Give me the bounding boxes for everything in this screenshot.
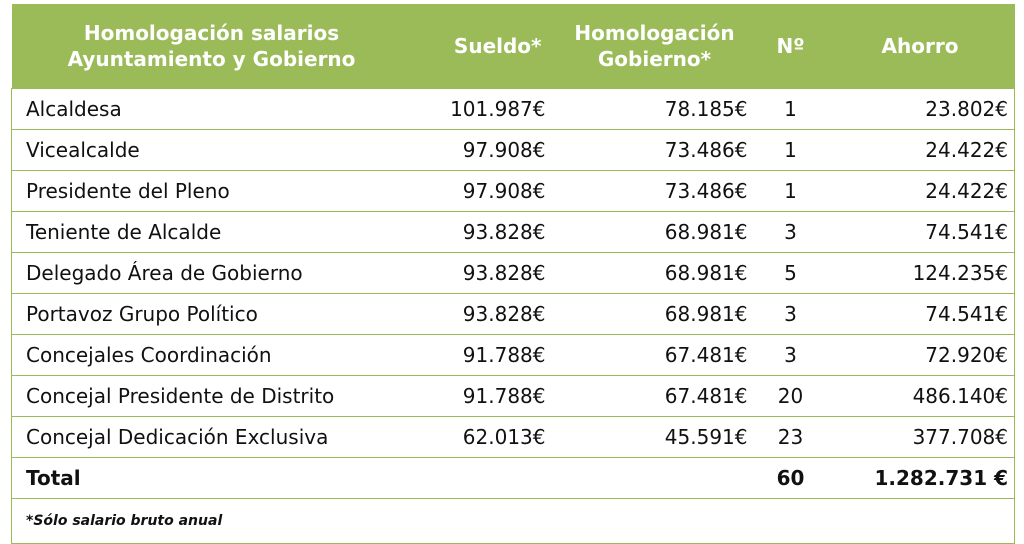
cell-numero: 5	[755, 252, 826, 294]
table-row: Alcaldesa 101.987€ 78.185€ 1 23.802€	[11, 88, 1015, 130]
total-ahorro: 1.282.731 €	[825, 457, 1015, 499]
table-row: Portavoz Grupo Político 93.828€ 68.981€ …	[11, 293, 1015, 335]
cell-category: Delegado Área de Gobierno	[11, 252, 412, 294]
cell-homologacion: 78.185€	[553, 88, 756, 130]
table-row: Teniente de Alcalde 93.828€ 68.981€ 3 74…	[11, 211, 1015, 253]
header-homologacion-line1: Homologación	[574, 21, 735, 45]
cell-sueldo: 97.908€	[411, 129, 554, 171]
table-row: Delegado Área de Gobierno 93.828€ 68.981…	[11, 252, 1015, 294]
header-ahorro: Ahorro	[825, 4, 1015, 89]
total-numero: 60	[755, 457, 826, 499]
cell-ahorro: 74.541€	[825, 293, 1015, 335]
cell-category: Concejal Dedicación Exclusiva	[11, 416, 412, 458]
cell-numero: 23	[755, 416, 826, 458]
cell-sueldo: 93.828€	[411, 252, 554, 294]
cell-category: Portavoz Grupo Político	[11, 293, 412, 335]
table-row: Concejal Presidente de Distrito 91.788€ …	[11, 375, 1015, 417]
cell-homologacion: 73.486€	[553, 129, 756, 171]
cell-homologacion: 68.981€	[553, 293, 756, 335]
cell-homologacion: 68.981€	[553, 252, 756, 294]
total-homologacion-empty	[553, 457, 756, 499]
total-sueldo-empty	[411, 457, 554, 499]
cell-homologacion: 73.486€	[553, 170, 756, 212]
cell-sueldo: 91.788€	[411, 334, 554, 376]
cell-ahorro: 486.140€	[825, 375, 1015, 417]
footnote: *Sólo salario bruto anual	[11, 498, 1015, 544]
header-category-line2: Ayuntamiento y Gobierno	[67, 47, 356, 71]
cell-category: Concejales Coordinación	[11, 334, 412, 376]
cell-ahorro: 72.920€	[825, 334, 1015, 376]
cell-sueldo: 101.987€	[411, 88, 554, 130]
cell-homologacion: 45.591€	[553, 416, 756, 458]
cell-ahorro: 24.422€	[825, 170, 1015, 212]
table-body: Alcaldesa 101.987€ 78.185€ 1 23.802€ Vic…	[11, 88, 1015, 544]
cell-category: Teniente de Alcalde	[11, 211, 412, 253]
cell-ahorro: 24.422€	[825, 129, 1015, 171]
cell-sueldo: 62.013€	[411, 416, 554, 458]
cell-ahorro: 124.235€	[825, 252, 1015, 294]
cell-homologacion: 67.481€	[553, 334, 756, 376]
header-row: Homologación salarios Ayuntamiento y Gob…	[11, 4, 1015, 89]
cell-ahorro: 377.708€	[825, 416, 1015, 458]
cell-numero: 1	[755, 129, 826, 171]
salary-table-container: Homologación salarios Ayuntamiento y Gob…	[11, 4, 1015, 544]
salary-homologation-table: Homologación salarios Ayuntamiento y Gob…	[11, 4, 1015, 544]
cell-homologacion: 68.981€	[553, 211, 756, 253]
cell-numero: 3	[755, 293, 826, 335]
cell-sueldo: 93.828€	[411, 293, 554, 335]
table-header: Homologación salarios Ayuntamiento y Gob…	[11, 4, 1015, 89]
table-row: Vicealcalde 97.908€ 73.486€ 1 24.422€	[11, 129, 1015, 171]
cell-sueldo: 93.828€	[411, 211, 554, 253]
cell-category: Presidente del Pleno	[11, 170, 412, 212]
header-homologacion: Homologación Gobierno*	[553, 4, 756, 89]
cell-ahorro: 23.802€	[825, 88, 1015, 130]
cell-numero: 3	[755, 211, 826, 253]
header-numero: Nº	[755, 4, 826, 89]
cell-numero: 1	[755, 88, 826, 130]
table-row: Concejales Coordinación 91.788€ 67.481€ …	[11, 334, 1015, 376]
cell-numero: 3	[755, 334, 826, 376]
table-row: Concejal Dedicación Exclusiva 62.013€ 45…	[11, 416, 1015, 458]
cell-sueldo: 97.908€	[411, 170, 554, 212]
total-row: Total 60 1.282.731 €	[11, 457, 1015, 499]
total-label: Total	[11, 457, 412, 499]
cell-numero: 1	[755, 170, 826, 212]
header-sueldo: Sueldo*	[411, 4, 554, 89]
header-homologacion-line2: Gobierno*	[597, 47, 712, 71]
cell-ahorro: 74.541€	[825, 211, 1015, 253]
cell-category: Alcaldesa	[11, 88, 412, 130]
cell-homologacion: 67.481€	[553, 375, 756, 417]
cell-sueldo: 91.788€	[411, 375, 554, 417]
cell-category: Concejal Presidente de Distrito	[11, 375, 412, 417]
cell-numero: 20	[755, 375, 826, 417]
header-category: Homologación salarios Ayuntamiento y Gob…	[11, 4, 412, 89]
footnote-row: *Sólo salario bruto anual	[11, 498, 1015, 544]
cell-category: Vicealcalde	[11, 129, 412, 171]
table-row: Presidente del Pleno 97.908€ 73.486€ 1 2…	[11, 170, 1015, 212]
header-category-line1: Homologación salarios	[83, 21, 340, 45]
